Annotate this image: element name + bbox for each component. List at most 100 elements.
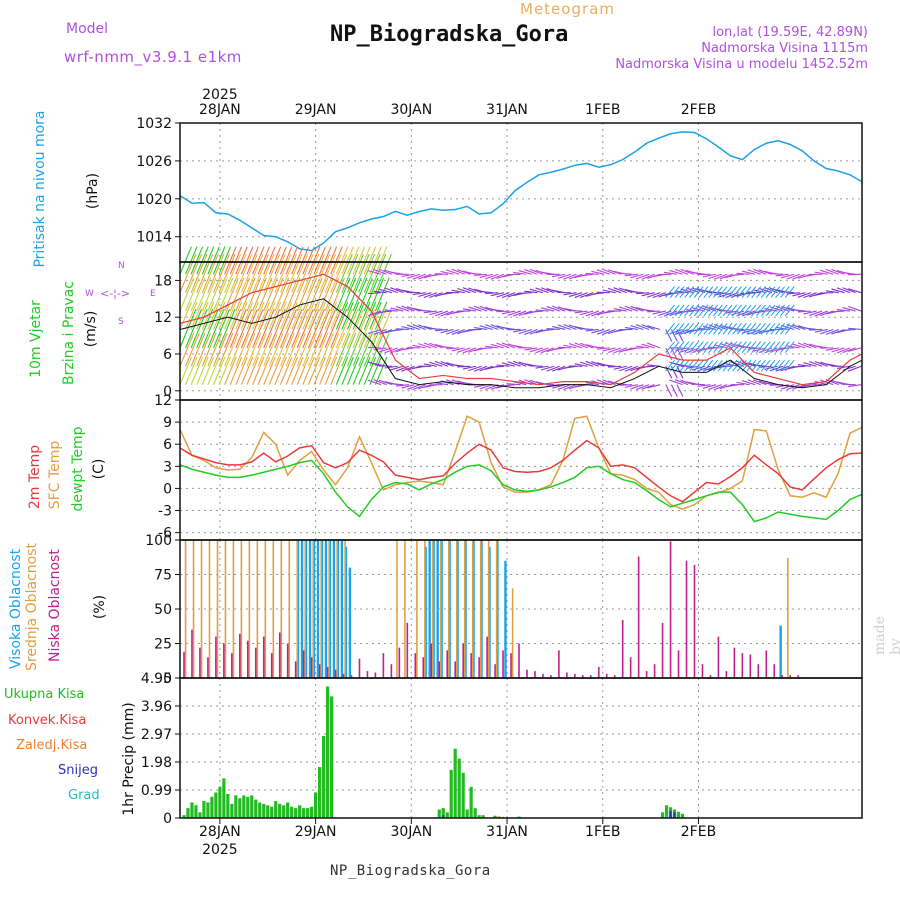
- wind-arrow: [274, 309, 292, 349]
- wind-arrow: [369, 356, 382, 385]
- wind-arrow: [423, 310, 437, 314]
- wind-arrow: [665, 347, 673, 361]
- wind-arrow: [319, 301, 332, 330]
- wind-arrow: [451, 328, 465, 335]
- wind-arrow: [185, 309, 203, 349]
- wind-arrow: [836, 308, 851, 312]
- wind-arrow: [619, 365, 633, 372]
- wind-arrow: [756, 304, 766, 317]
- wind-arrow: [285, 253, 303, 293]
- wind-arrow: [279, 277, 295, 312]
- precip-bar: [673, 812, 676, 818]
- wind-arrow: [775, 326, 789, 331]
- wind-arrow: [423, 342, 438, 349]
- wind-arrow: [307, 301, 321, 330]
- wind-arrow: [485, 345, 499, 349]
- wind-arrow: [451, 289, 465, 294]
- wind-arrow: [296, 309, 314, 349]
- precip-bar: [194, 805, 198, 818]
- pressure-line: [179, 131, 863, 252]
- wind-arrow: [803, 327, 817, 331]
- wind-arrow: [401, 305, 415, 312]
- wind-arrow: [613, 308, 627, 312]
- wind-arrow: [474, 273, 488, 277]
- temp-ylabel-sfc: SFC Temp: [47, 440, 63, 510]
- wind-arrow: [179, 309, 197, 349]
- wind-arrow: [207, 301, 220, 330]
- wind-arrow: [641, 308, 655, 312]
- wind-arrow: [268, 332, 284, 367]
- temp-ylabel-dewpt: dewpt Temp: [70, 426, 86, 512]
- wind-arrow: [736, 272, 750, 275]
- wind-arrow: [751, 341, 762, 354]
- wind-arrow: [473, 365, 488, 372]
- model-altitude-label: Nadmorska Visina u modelu 1452.52m: [615, 57, 868, 72]
- wind-arrow: [698, 359, 709, 372]
- ytick-label-0-2: 1026: [136, 154, 172, 170]
- wind-arrow: [279, 356, 293, 385]
- wind-arrow: [809, 328, 823, 331]
- precip-bar: [660, 812, 665, 818]
- wind-arrow: [412, 323, 426, 330]
- ytick-label-3-0: 0: [163, 671, 172, 687]
- wind-arrow: [714, 384, 728, 391]
- top-day-label-2: 30JAN: [390, 102, 432, 118]
- wind-arrow: [252, 356, 265, 385]
- wind-arrow: [684, 304, 695, 317]
- temp-unit: (C): [91, 458, 107, 480]
- wind-arrow: [746, 341, 757, 354]
- wind-arrow: [395, 365, 410, 372]
- wind-arrow: [263, 301, 276, 330]
- wind-arrow: [781, 273, 795, 279]
- wind-arrow: [291, 332, 306, 367]
- wind-arrow: [563, 384, 577, 391]
- wind-arrow: [736, 381, 750, 386]
- wind-arrow: [218, 301, 231, 330]
- wind-arrow: [591, 346, 605, 349]
- wind-arrow: [235, 356, 248, 385]
- wind-arrow: [529, 268, 544, 275]
- panel-frame-4: [179, 677, 863, 819]
- wind-arrow: [825, 290, 839, 294]
- wind-arrow: [373, 268, 387, 275]
- ytick-label-2-5: 9: [163, 415, 172, 431]
- wind-arrow: [652, 292, 666, 299]
- wind-arrow: [708, 359, 719, 372]
- wind-arrow: [635, 273, 650, 280]
- wind-arrow: [358, 301, 371, 330]
- wind-arrow: [552, 365, 566, 372]
- wind-arrow: [240, 301, 254, 330]
- ytick-label-4-5: 4.95: [141, 671, 172, 687]
- wind-arrow: [285, 277, 301, 312]
- wind-arrow: [725, 363, 739, 367]
- wind-arrow: [490, 308, 504, 312]
- wind-arrow: [674, 379, 689, 386]
- wind-arrow: [848, 327, 862, 331]
- wind-arrow: [693, 286, 704, 298]
- wind-arrow: [179, 246, 192, 275]
- wind-arrow: [268, 301, 282, 330]
- wind-arrow: [619, 287, 633, 294]
- temp-sfc-line: [179, 415, 863, 510]
- wind-arrow: [624, 326, 638, 331]
- wind-arrow: [836, 347, 851, 354]
- wind-arrow: [190, 246, 204, 275]
- wind-arrow: [302, 246, 315, 275]
- wind-arrow: [341, 277, 357, 312]
- wind-arrow: [708, 384, 722, 390]
- wind-arrow: [352, 277, 368, 312]
- wind-arrow: [190, 309, 208, 349]
- wind-arrow: [374, 301, 388, 330]
- bottom-day-label-0: 28JAN: [199, 824, 241, 840]
- wind-arrow: [352, 356, 366, 385]
- wind-arrow: [179, 356, 192, 385]
- wind-arrow: [496, 292, 510, 298]
- wind-arrow: [418, 309, 432, 312]
- wind-arrow: [324, 246, 338, 275]
- wind-arrow: [669, 286, 680, 298]
- wind-arrow: [719, 273, 733, 280]
- wind-arrow: [313, 309, 331, 349]
- cloud-unit: (%): [92, 594, 108, 620]
- wind-arrow: [347, 301, 360, 330]
